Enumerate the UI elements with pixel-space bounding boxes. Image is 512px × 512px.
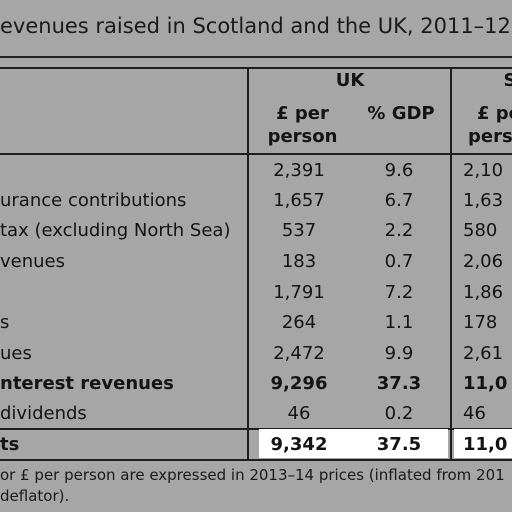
footnote-line-1: or £ per person are expressed in 2013–14…: [0, 466, 505, 484]
total-highlight-uk: [259, 429, 448, 458]
header-scotland-per-person-1: £ pe: [477, 103, 512, 124]
row-scotland-per-person: 2,61: [463, 343, 504, 364]
row-uk-per-person: 9,342: [270, 434, 328, 455]
row-scotland-per-person: 2,06: [463, 251, 504, 272]
row-scotland-per-person: 11,0: [463, 434, 508, 455]
row-uk-gdp: 1.1: [384, 312, 414, 333]
row-scotland-per-person: 11,0: [463, 373, 508, 394]
table-title: evenues raised in Scotland and the UK, 2…: [0, 14, 511, 38]
row-uk-per-person: 2,472: [273, 343, 325, 364]
row-uk-per-person: 264: [281, 312, 317, 333]
row-scotland-per-person: 178: [463, 312, 498, 333]
row-uk-gdp: 2.2: [384, 220, 414, 241]
row-uk-gdp: 9.6: [384, 160, 414, 181]
header-uk-gdp: % GDP: [367, 103, 435, 124]
row-uk-per-person: 2,391: [273, 160, 325, 181]
row-label: venues: [0, 251, 65, 272]
column-divider-scotland: [450, 67, 452, 461]
row-scotland-per-person: 1,63: [463, 190, 504, 211]
total-bottom-rule: [0, 459, 512, 461]
row-label: nterest revenues: [0, 373, 174, 394]
total-highlight-scotland: [454, 429, 512, 458]
row-label: s: [0, 312, 10, 333]
row-scotland-per-person: 46: [463, 403, 486, 424]
header-scotland-per-person-2: perso: [468, 126, 512, 147]
total-top-rule: [0, 428, 512, 430]
row-label: ues: [0, 343, 32, 364]
header-uk-per-person-2: person: [267, 126, 338, 147]
column-divider-uk: [247, 67, 249, 461]
row-label: ts: [0, 434, 20, 455]
row-uk-per-person: 1,657: [273, 190, 325, 211]
row-scotland-per-person: 1,86: [463, 282, 504, 303]
row-label: dividends: [0, 403, 87, 424]
header-uk-per-person-1: £ per: [276, 103, 329, 124]
row-uk-per-person: 183: [281, 251, 317, 272]
header-bottom-rule: [0, 153, 512, 155]
row-scotland-per-person: 2,10: [463, 160, 504, 181]
header-top-rule: [0, 67, 512, 69]
row-uk-gdp: 0.7: [384, 251, 414, 272]
title-bar: evenues raised in Scotland and the UK, 2…: [0, 0, 512, 58]
row-uk-per-person: 537: [281, 220, 317, 241]
row-scotland-per-person: 580: [463, 220, 498, 241]
row-uk-gdp: 9.9: [384, 343, 414, 364]
row-uk-gdp: 0.2: [384, 403, 414, 424]
row-uk-gdp: 6.7: [384, 190, 414, 211]
header-scotland-partial: S: [503, 70, 512, 91]
footnote-line-2: deflator).: [0, 487, 70, 505]
row-label: tax (excluding North Sea): [0, 220, 231, 241]
row-uk-per-person: 9,296: [270, 373, 328, 394]
header-uk: UK: [335, 70, 365, 91]
row-label: urance contributions: [0, 190, 187, 211]
row-uk-gdp: 37.3: [376, 373, 422, 394]
row-uk-gdp: 37.5: [376, 434, 422, 455]
row-uk-gdp: 7.2: [384, 282, 414, 303]
row-uk-per-person: 46: [287, 403, 311, 424]
row-uk-per-person: 1,791: [273, 282, 325, 303]
